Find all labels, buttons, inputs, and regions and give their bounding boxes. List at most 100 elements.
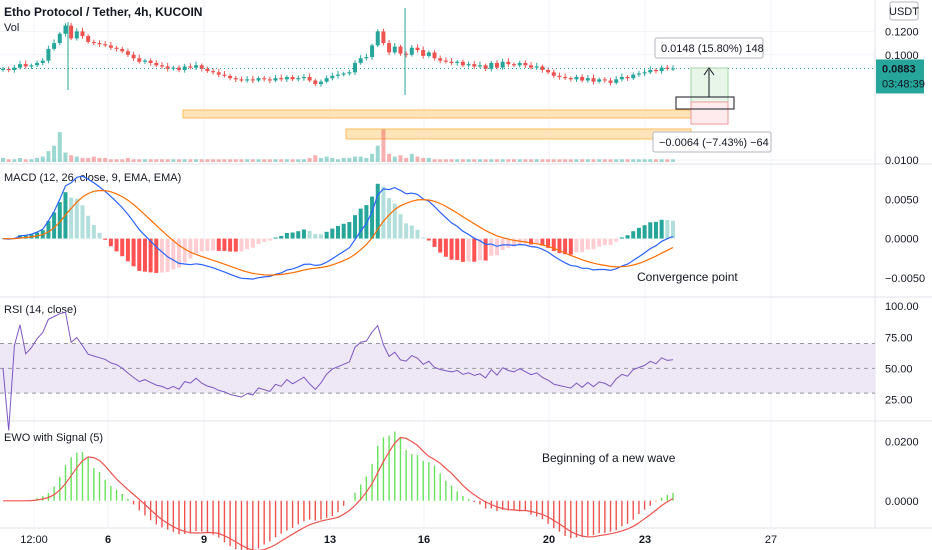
candle-body: [364, 57, 369, 59]
macd-histogram-bar: [336, 225, 340, 239]
macd-histogram-bar: [137, 238, 142, 271]
volume-bar: [540, 159, 545, 162]
volume-bar: [262, 159, 267, 162]
ewo-signal-line: [3, 436, 674, 550]
candle-body: [529, 65, 534, 68]
volume-bar: [313, 155, 318, 162]
volume-bar: [1, 157, 5, 162]
candle-body: [546, 69, 551, 73]
macd-histogram-bar: [307, 230, 312, 239]
volume-bar: [108, 159, 113, 162]
volume-bar: [199, 159, 204, 162]
macd-histogram-bar: [125, 238, 130, 262]
candle-body: [284, 76, 289, 80]
candle-body: [131, 54, 136, 59]
candle-body: [370, 45, 375, 58]
macd-tick-label: 0.0000: [885, 234, 919, 246]
volume-bar: [494, 159, 499, 162]
macd-histogram-bar: [177, 238, 182, 268]
volume-bar: [489, 159, 494, 162]
volume-bar: [625, 159, 630, 162]
candle-body: [250, 79, 255, 81]
volume-bar: [137, 159, 142, 162]
candle-body: [330, 75, 335, 79]
candle-body: [12, 67, 17, 70]
candle-body: [23, 64, 28, 67]
volume-bar: [449, 159, 454, 162]
macd-histogram-bar: [580, 238, 585, 253]
volume-bar: [69, 155, 74, 162]
macd-histogram-bar: [415, 229, 420, 239]
candle-body: [466, 64, 471, 66]
rsi-tick-label: 75.00: [885, 332, 913, 344]
candle-body: [273, 78, 278, 81]
candle-body: [398, 46, 403, 54]
macd-histogram-bar: [631, 231, 636, 239]
volume-bar: [114, 159, 119, 162]
macd-histogram-bar: [472, 238, 477, 262]
candle-body: [46, 48, 51, 61]
macd-histogram-bar: [489, 238, 494, 256]
candle-body: [494, 62, 499, 68]
volume-bar: [574, 159, 579, 162]
volume-bar: [205, 159, 210, 162]
candle-body: [585, 78, 590, 81]
macd-histogram-bar: [568, 238, 573, 255]
volume-bar: [142, 159, 147, 162]
volume-bar: [23, 159, 28, 162]
candle-body: [239, 79, 244, 81]
support-zone-upper: [182, 109, 692, 119]
macd-histogram-bar: [409, 225, 414, 239]
candle-body: [659, 67, 664, 72]
candle-body: [477, 65, 482, 67]
rsi-tick-label: 50.00: [885, 363, 913, 375]
volume-indicator-label: Vol: [4, 22, 19, 34]
macd-histogram-bar: [97, 232, 102, 239]
volume-bar: [381, 129, 386, 162]
volume-bar: [177, 159, 182, 162]
volume-bar: [29, 159, 34, 162]
position-arrow-head: [703, 67, 715, 76]
candle-body: [597, 79, 602, 82]
candle-body: [540, 66, 545, 70]
candle-body: [426, 52, 431, 56]
volume-bar: [131, 159, 136, 162]
currency-box[interactable]: [889, 1, 919, 21]
volume-bar: [57, 132, 62, 162]
volume-bar: [665, 159, 670, 162]
macd-line: [2, 175, 674, 280]
volume-bar: [228, 159, 233, 162]
candle-body: [563, 76, 568, 79]
volume-bar: [404, 157, 409, 162]
macd-histogram-bar: [148, 238, 153, 273]
volume-bar: [364, 157, 369, 162]
candle-body: [608, 80, 613, 83]
macd-histogram-bar: [392, 203, 397, 239]
volume-bar: [216, 159, 221, 162]
macd-histogram-bar: [460, 238, 465, 262]
candle-body: [177, 67, 182, 70]
volume-bar: [63, 152, 68, 162]
macd-histogram-bar: [665, 220, 670, 239]
time-tick-label: 16: [418, 534, 430, 546]
volume-bar: [523, 159, 528, 162]
volume-bar: [557, 159, 562, 162]
candle-body: [557, 75, 562, 77]
candle-body: [205, 68, 210, 72]
macd-histogram-bar: [364, 205, 369, 239]
volume-bar: [284, 159, 289, 162]
candle-body: [318, 81, 323, 84]
volume-bar: [103, 157, 108, 162]
volume-bar: [370, 153, 375, 162]
candle-body: [336, 74, 340, 76]
candle-body: [636, 73, 641, 75]
candle-body: [114, 47, 119, 49]
macd-histogram-bar: [353, 215, 358, 239]
volume-bar: [653, 159, 658, 162]
volume-bar: [358, 156, 363, 162]
volume-bar: [324, 156, 329, 162]
candle-body: [568, 78, 573, 80]
volume-bar: [409, 153, 414, 162]
candle-body: [347, 72, 352, 74]
